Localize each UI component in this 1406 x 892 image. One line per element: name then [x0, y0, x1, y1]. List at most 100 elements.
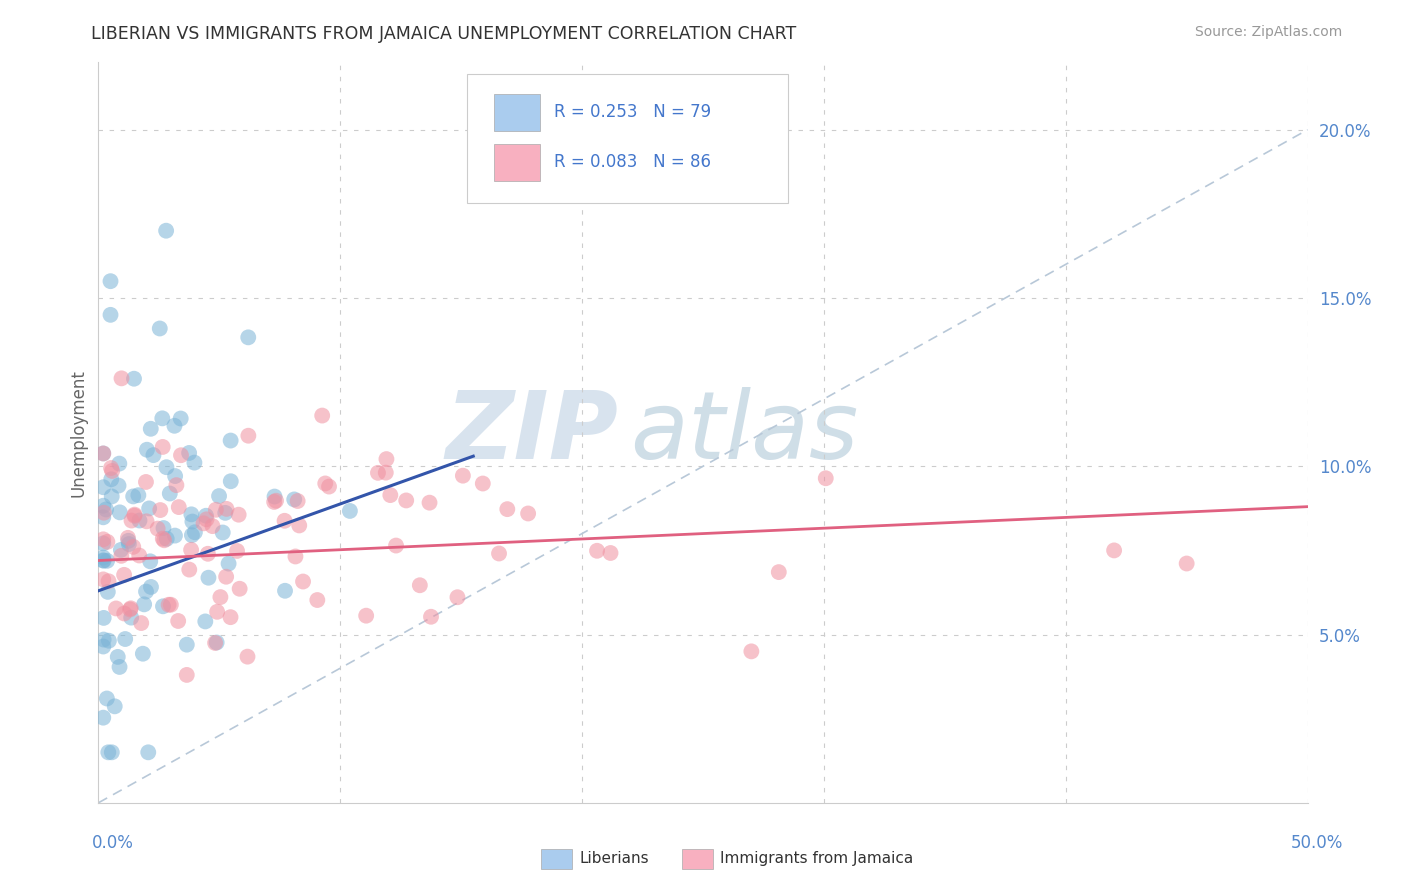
Point [184, 525, 207, 540]
Point [105, 601, 128, 615]
Point [100, 274, 122, 288]
Point [418, 496, 440, 510]
Point [205, 635, 228, 649]
Point [127, 488, 149, 502]
Point [120, 601, 142, 615]
Point [132, 647, 155, 661]
Point [100, 490, 122, 504]
Point [263, 495, 285, 509]
Point [194, 615, 217, 629]
Point [146, 522, 169, 536]
Point [156, 532, 179, 546]
Point [108, 457, 131, 471]
Point [263, 490, 285, 504]
Text: Immigrants from Jamaica: Immigrants from Jamaica [720, 851, 912, 865]
Point [215, 501, 238, 516]
Point [1102, 543, 1125, 558]
Point [135, 584, 157, 599]
Point [108, 660, 131, 674]
Point [91, 573, 114, 587]
Bar [494, 95, 540, 131]
Point [496, 502, 519, 516]
Point [197, 547, 219, 561]
Point [96, 534, 118, 549]
Point [97, 633, 120, 648]
Point [183, 456, 205, 470]
Point [236, 649, 259, 664]
Point [121, 514, 143, 528]
Point [205, 605, 228, 619]
Point [218, 557, 240, 571]
Point [238, 428, 260, 442]
Point [155, 224, 177, 238]
Point [307, 593, 329, 607]
Point [214, 506, 236, 520]
Text: R = 0.083   N = 86: R = 0.083 N = 86 [554, 153, 711, 171]
Point [101, 464, 124, 478]
Point [136, 745, 159, 759]
Text: 50.0%: 50.0% [1291, 834, 1343, 852]
Point [205, 503, 228, 517]
Point [599, 546, 621, 560]
Point [180, 542, 202, 557]
Point [91, 536, 114, 550]
Point [153, 533, 176, 548]
Point [96, 554, 118, 568]
Point [471, 476, 494, 491]
Point [228, 582, 250, 596]
Point [176, 668, 198, 682]
Point [180, 528, 202, 542]
Point [176, 638, 198, 652]
Point [152, 440, 174, 454]
Point [107, 649, 129, 664]
Point [167, 500, 190, 514]
Point [117, 533, 139, 548]
Text: Liberians: Liberians [579, 851, 650, 865]
Point [122, 490, 145, 504]
Point [193, 516, 215, 531]
Point [374, 466, 396, 480]
Point [93, 554, 115, 568]
Bar [494, 144, 540, 181]
Point [150, 411, 173, 425]
Point [160, 598, 183, 612]
Point [91, 446, 114, 460]
Point [91, 553, 114, 567]
Point [100, 308, 122, 322]
Point [118, 537, 141, 551]
Point [91, 640, 114, 654]
Point [163, 528, 186, 542]
Point [139, 580, 162, 594]
Point [93, 632, 115, 647]
Point [167, 614, 190, 628]
Point [97, 585, 120, 599]
Point [375, 452, 398, 467]
Point [120, 610, 142, 624]
Point [122, 540, 145, 554]
Point [91, 510, 114, 524]
Point [204, 636, 226, 650]
Point [112, 567, 135, 582]
Point [138, 501, 160, 516]
Point [136, 442, 159, 457]
Point [219, 610, 242, 624]
Point [124, 508, 146, 522]
Point [107, 478, 129, 492]
Point [1175, 557, 1198, 571]
Point [114, 632, 136, 646]
Point [264, 493, 287, 508]
Point [395, 493, 418, 508]
Point [209, 590, 232, 604]
Point [201, 519, 224, 533]
Point [129, 615, 152, 630]
Text: Source: ZipAtlas.com: Source: ZipAtlas.com [1195, 25, 1343, 39]
Point [122, 372, 145, 386]
Point [409, 578, 432, 592]
Y-axis label: Unemployment: Unemployment [69, 368, 87, 497]
Point [112, 607, 135, 621]
Point [208, 489, 231, 503]
Point [91, 499, 114, 513]
Point [226, 544, 249, 558]
Point [314, 476, 336, 491]
Point [117, 531, 139, 545]
